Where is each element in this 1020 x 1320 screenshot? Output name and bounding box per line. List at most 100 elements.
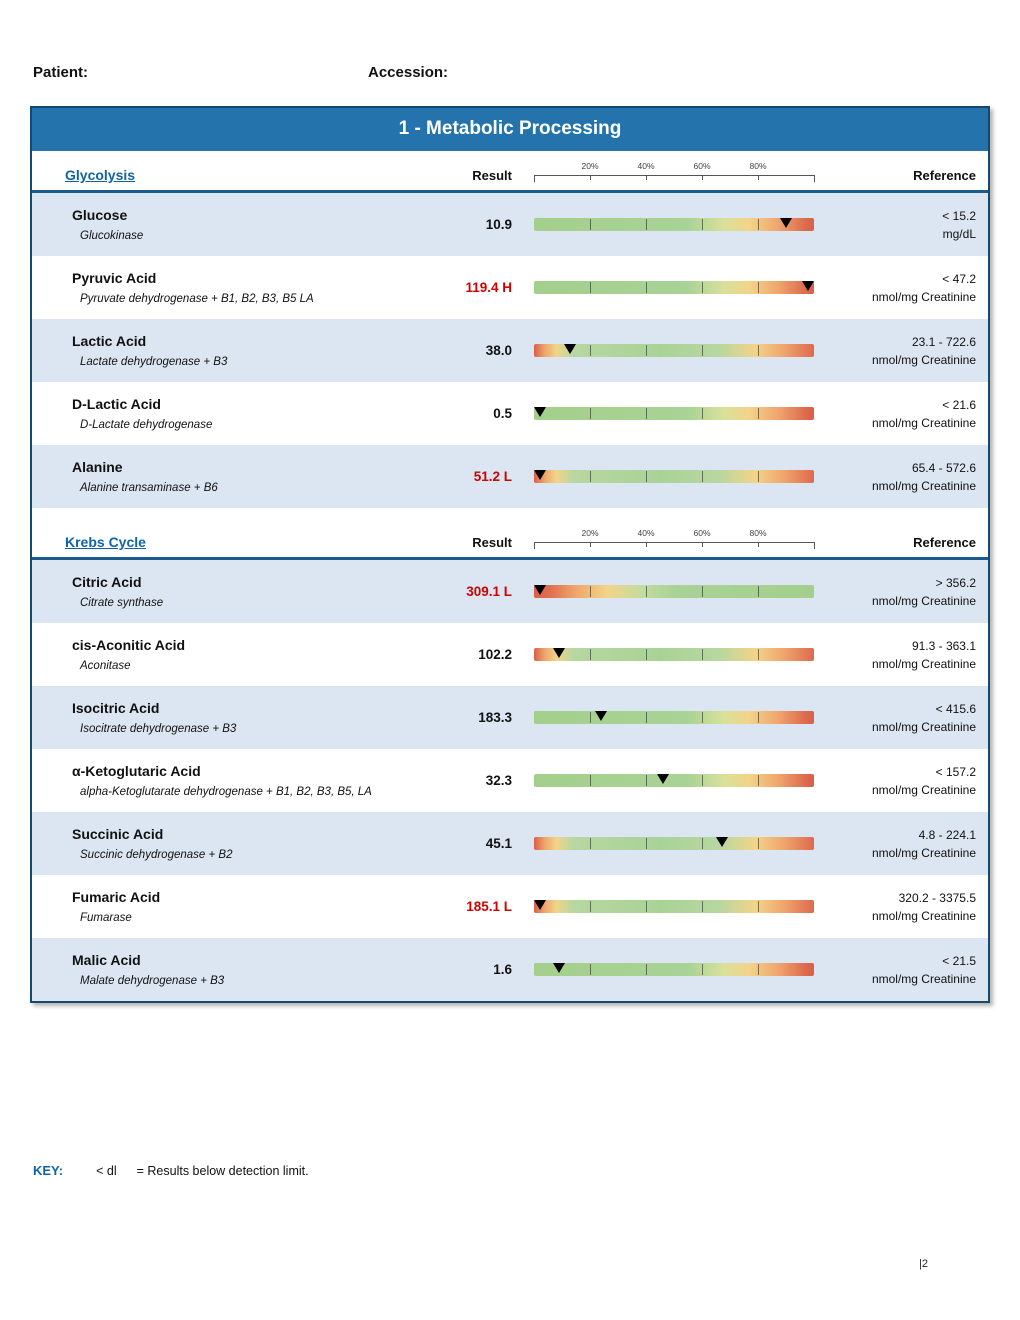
report-box: 1 - Metabolic Processing Glycolysis Resu… <box>30 106 990 1003</box>
reference-cell: < 15.2 mg/dL <box>814 207 988 243</box>
analyte-cell: Alanine Alanine transaminase + B6 <box>32 459 432 494</box>
analyte-row: Fumaric Acid Fumarase 185.1 L 320.2 - 33… <box>32 875 988 938</box>
bar-marker-icon <box>780 218 792 228</box>
analyte-name: Alanine <box>72 459 123 475</box>
scale-label: 40% <box>637 161 655 171</box>
gradient-bar <box>534 585 814 598</box>
section-glycolysis: Glycolysis Result 20% 40% 60% 80% Refere… <box>32 151 988 508</box>
reference-cell: 4.8 - 224.1 nmol/mg Creatinine <box>814 826 988 862</box>
analyte-name: Succinic Acid <box>72 826 164 842</box>
analyte-cell: α-Ketoglutaric Acid alpha-Ketoglutarate … <box>32 763 432 798</box>
analyte-cell: cis-Aconitic Acid Aconitase <box>32 637 432 672</box>
bar-marker-icon <box>802 281 815 291</box>
scale-label: 40% <box>637 528 655 538</box>
gradient-bar <box>534 281 814 294</box>
enzyme-name: Isocitrate dehydrogenase + B3 <box>80 723 237 735</box>
section-krebs-cycle: Krebs Cycle Result 20% 40% 60% 80% Refer… <box>32 518 988 1001</box>
section-rows: Glucose Glucokinase 10.9 < 15.2 mg/dL Py… <box>32 193 988 508</box>
column-header-result: Result <box>472 168 512 183</box>
analyte-cell: Lactic Acid Lactate dehydrogenase + B3 <box>32 333 432 368</box>
result-bar <box>534 837 814 850</box>
result-bar <box>534 281 815 294</box>
result-bar <box>534 218 814 231</box>
gradient-bar <box>534 648 814 661</box>
reference-units: nmol/mg Creatinine <box>871 719 976 734</box>
result-bar <box>534 648 814 661</box>
scale-ruler: 20% 40% 60% 80% <box>534 525 815 557</box>
bar-marker-icon <box>656 774 669 784</box>
reference-units: nmol/mg Creatinine <box>871 971 976 986</box>
scale-ruler: 20% 40% 60% 80% <box>534 158 815 190</box>
section-header: Krebs Cycle Result 20% 40% 60% 80% Refer… <box>32 520 988 560</box>
gradient-bar <box>534 711 814 724</box>
reference-cell: < 21.5 nmol/mg Creatinine <box>814 952 988 988</box>
reference-range: 320.2 - 3375.5 <box>898 890 976 905</box>
enzyme-name: Glucokinase <box>80 230 144 242</box>
bar-marker-icon <box>533 470 546 480</box>
reference-range: < 21.6 <box>942 397 976 412</box>
result-value: 51.2 L <box>473 469 512 484</box>
analyte-cell: Pyruvic Acid Pyruvate dehydrogenase + B1… <box>32 270 432 305</box>
gradient-bar <box>534 407 814 420</box>
analyte-name: Malic Acid <box>72 952 141 968</box>
reference-cell: > 356.2 nmol/mg Creatinine <box>814 574 988 610</box>
scale-label: 20% <box>581 528 599 538</box>
enzyme-name: Lactate dehydrogenase + B3 <box>80 356 228 368</box>
result-bar <box>534 774 814 787</box>
result-bar <box>534 963 814 976</box>
analyte-row: Malic Acid Malate dehydrogenase + B3 1.6… <box>32 938 988 1001</box>
result-value: 45.1 <box>485 836 512 851</box>
analyte-name: Citric Acid <box>72 574 142 590</box>
scale-label: 60% <box>693 528 711 538</box>
analyte-row: Pyruvic Acid Pyruvate dehydrogenase + B1… <box>32 256 988 319</box>
result-value: 183.3 <box>478 710 512 725</box>
reference-range: < 47.2 <box>942 271 976 286</box>
analyte-row: Glucose Glucokinase 10.9 < 15.2 mg/dL <box>32 193 988 256</box>
analyte-name: Glucose <box>72 207 128 223</box>
gradient-bar <box>534 344 814 357</box>
reference-range: 65.4 - 572.6 <box>911 460 976 475</box>
result-value: 32.3 <box>485 773 512 788</box>
result-value: 119.4 H <box>465 280 512 295</box>
reference-units: nmol/mg Creatinine <box>871 352 976 367</box>
result-value: 10.9 <box>485 217 512 232</box>
scale-label: 20% <box>581 161 599 171</box>
reference-units: nmol/mg Creatinine <box>871 415 976 430</box>
enzyme-name: Alanine transaminase + B6 <box>80 482 218 494</box>
reference-cell: 23.1 - 722.6 nmol/mg Creatinine <box>814 333 988 369</box>
section-title: Glycolysis <box>65 167 136 183</box>
scale-label: 80% <box>749 528 767 538</box>
analyte-cell: D-Lactic Acid D-Lactate dehydrogenase <box>32 396 432 431</box>
analyte-row: Isocitric Acid Isocitrate dehydrogenase … <box>32 686 988 749</box>
analyte-name: Fumaric Acid <box>72 889 161 905</box>
result-value: 0.5 <box>493 406 512 421</box>
reference-units: nmol/mg Creatinine <box>871 782 976 797</box>
enzyme-name: Aconitase <box>80 660 131 672</box>
key-symbol: < dl <box>96 1164 117 1178</box>
reference-units: nmol/mg Creatinine <box>871 593 976 608</box>
bar-marker-icon <box>564 344 577 354</box>
analyte-row: Citric Acid Citrate synthase 309.1 L > 3… <box>32 560 988 623</box>
analyte-name: Pyruvic Acid <box>72 270 157 286</box>
enzyme-name: Fumarase <box>80 912 132 924</box>
enzyme-name: Pyruvate dehydrogenase + B1, B2, B3, B5 … <box>80 293 314 305</box>
key-text: = Results below detection limit. <box>136 1164 309 1178</box>
scale-line <box>534 542 814 543</box>
gradient-bar <box>534 837 814 850</box>
reference-units: nmol/mg Creatinine <box>871 908 976 923</box>
bar-marker-icon <box>553 963 566 973</box>
section-header: Glycolysis Result 20% 40% 60% 80% Refere… <box>32 153 988 193</box>
scale-label: 60% <box>693 161 711 171</box>
result-value: 102.2 <box>478 647 512 662</box>
analyte-cell: Fumaric Acid Fumarase <box>32 889 432 924</box>
reference-range: < 157.2 <box>935 764 976 779</box>
gradient-bar <box>534 218 814 231</box>
enzyme-name: Citrate synthase <box>80 597 164 609</box>
reference-cell: < 47.2 nmol/mg Creatinine <box>814 270 988 306</box>
reference-cell: 91.3 - 363.1 nmol/mg Creatinine <box>814 637 988 673</box>
analyte-row: α-Ketoglutaric Acid alpha-Ketoglutarate … <box>32 749 988 812</box>
enzyme-name: Malate dehydrogenase + B3 <box>80 975 225 987</box>
key-label: KEY: <box>33 1163 64 1178</box>
reference-range: < 15.2 <box>942 208 976 223</box>
reference-cell: 320.2 - 3375.5 nmol/mg Creatinine <box>814 889 988 925</box>
